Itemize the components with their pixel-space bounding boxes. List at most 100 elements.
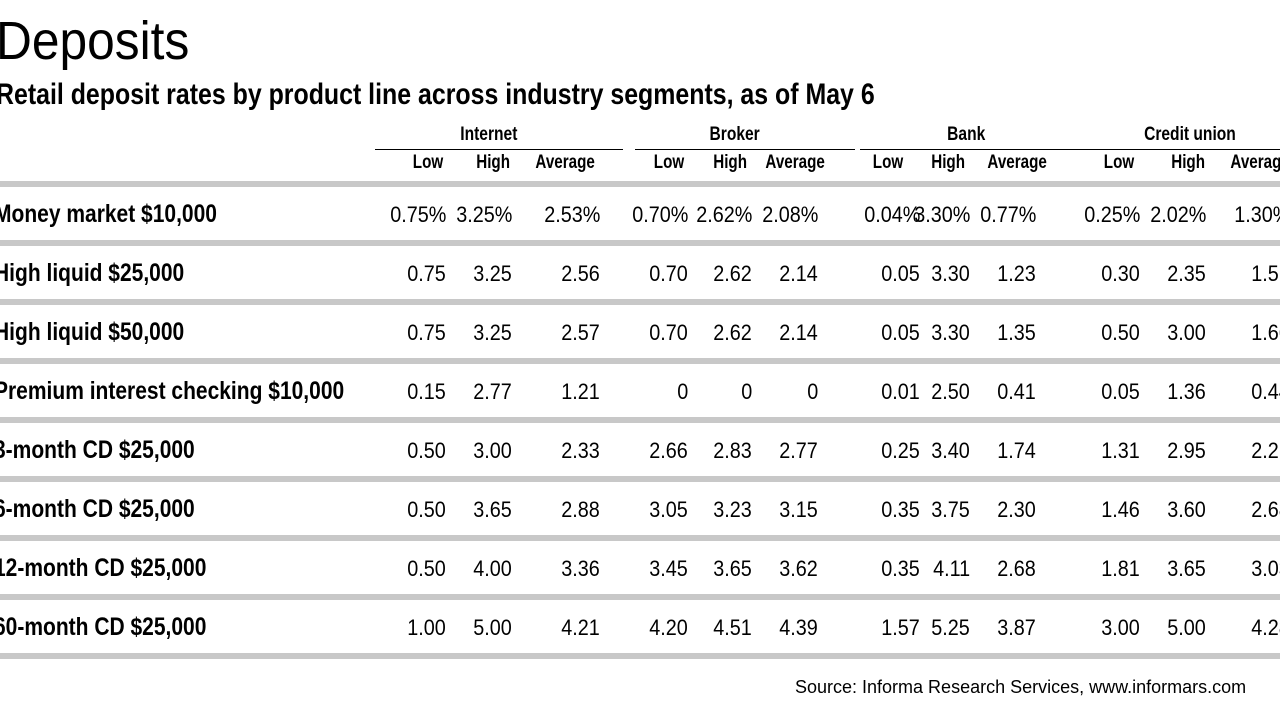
cell-value: 0.05 [1101, 379, 1140, 404]
cell-value: 0.75% [389, 202, 446, 227]
page-subtitle: Retail deposit rates by product line acr… [0, 78, 875, 111]
cell-value: 2.14 [779, 261, 818, 286]
cell-value: 3.62 [779, 556, 818, 581]
table-cell: 0.30 [1050, 261, 1140, 287]
cell-value: 0 [676, 379, 688, 404]
table-cell: 0.75% [356, 202, 446, 228]
cell-value: 0.41 [997, 379, 1036, 404]
cell-value: 3.15 [779, 497, 818, 522]
table-cell: 2.33 [510, 438, 600, 464]
cell-value: 3.30% [913, 202, 970, 227]
table-cell: 3.15 [728, 497, 818, 523]
cell-value: 0.70 [649, 261, 688, 286]
table-cell: 4.11 [880, 556, 970, 582]
table-cell: 5.00 [1116, 615, 1206, 641]
table-cell: 0.01 [830, 379, 920, 405]
table-cell: 1.46 [1050, 497, 1140, 523]
cell-value: 5.25 [931, 615, 970, 640]
cell-value: 0.25 [881, 438, 920, 463]
table-cell: 0.41 [946, 379, 1036, 405]
table-cell: 3.03 [1200, 556, 1280, 582]
cell-value: 1.46 [1101, 497, 1140, 522]
column-header-average: Average [525, 152, 605, 174]
table-cell: 0.05 [830, 261, 920, 287]
cell-value: 3.00 [1101, 615, 1140, 640]
table-cell: 0.50 [356, 556, 446, 582]
column-header-label: High [1171, 152, 1205, 173]
column-header-low: Low [388, 152, 468, 174]
column-header-label: Low [412, 152, 444, 173]
table-cell: 2.62 [662, 261, 752, 287]
cell-value: 0.77% [979, 202, 1036, 227]
table-cell: 1.74 [946, 438, 1036, 464]
table-cell: 2.08% [728, 202, 818, 228]
table-cell: 5.25 [880, 615, 970, 641]
row-label: Premium interest checking $10,000 [0, 377, 345, 405]
cell-value: 3.36 [561, 556, 600, 581]
cell-value: 1.74 [997, 438, 1036, 463]
table-cell: 2.14 [728, 320, 818, 346]
cell-value: 3.60 [1167, 497, 1206, 522]
table-cell: 2.83 [662, 438, 752, 464]
table-cell: 2.21 [1200, 438, 1280, 464]
table-cell: 0.35 [830, 556, 920, 582]
table-cell: 1.66 [1200, 320, 1280, 346]
table-cell: 0.50 [356, 497, 446, 523]
table-cell: 2.30 [946, 497, 1036, 523]
cell-value: 2.77 [473, 379, 512, 404]
table-cell: 3.65 [1116, 556, 1206, 582]
table-cell: 3.65 [422, 497, 512, 523]
cell-value: 3.25 [473, 261, 512, 286]
table-cell: 2.35 [1116, 261, 1206, 287]
column-header-label: High [476, 152, 510, 173]
column-header-high: High [908, 152, 988, 174]
table-cell: 2.68 [1200, 497, 1280, 523]
table-cell: 3.30 [880, 320, 970, 346]
column-header-low: Low [848, 152, 928, 174]
group-header-label: Credit union [1144, 124, 1236, 145]
row-divider [0, 181, 1280, 187]
row-divider [0, 535, 1280, 541]
table-cell: 2.53% [510, 202, 600, 228]
cell-value: 0.50 [1101, 320, 1140, 345]
cell-value: 3.65 [1167, 556, 1206, 581]
cell-value: 2.08% [761, 202, 818, 227]
cell-value: 1.81 [1101, 556, 1140, 581]
column-header-low: Low [629, 152, 709, 174]
cell-value: 2.35 [1167, 261, 1206, 286]
cell-value: 3.23 [713, 497, 752, 522]
column-header-low: Low [1079, 152, 1159, 174]
cell-value: 3.45 [649, 556, 688, 581]
cell-value: 0.04% [863, 202, 920, 227]
table-cell: 0.05 [1050, 379, 1140, 405]
table-cell: 3.45 [598, 556, 688, 582]
group-header-credit-union: Credit union [1090, 124, 1280, 146]
cell-value: 1.31 [1101, 438, 1140, 463]
cell-value: 0.50 [407, 556, 446, 581]
table-cell: 4.51 [662, 615, 752, 641]
cell-value: 3.40 [931, 438, 970, 463]
cell-value: 0.44 [1251, 379, 1280, 404]
row-label: 12-month CD $25,000 [0, 554, 207, 582]
column-header-label: Average [1230, 152, 1280, 173]
row-divider [0, 476, 1280, 482]
table-cell: 3.30 [880, 261, 970, 287]
group-header-label: Internet [460, 124, 518, 145]
group-header-label: Bank [946, 124, 986, 145]
column-header-label: High [931, 152, 965, 173]
cell-value: 2.95 [1167, 438, 1206, 463]
cell-value: 0.70 [649, 320, 688, 345]
cell-value: 1.21 [561, 379, 600, 404]
cell-value: 2.62 [713, 320, 752, 345]
table-cell: 3.40 [880, 438, 970, 464]
table-cell: 0.77% [946, 202, 1036, 228]
table-cell: 4.28 [1200, 615, 1280, 641]
cell-value: 2.33 [561, 438, 600, 463]
cell-value: 4.51 [713, 615, 752, 640]
row-divider [0, 358, 1280, 364]
table-cell: 0.15 [356, 379, 446, 405]
column-header-average: Average [977, 152, 1057, 174]
table-cell: 4.21 [510, 615, 600, 641]
row-label: 6-month CD $25,000 [0, 495, 195, 523]
table-cell: 0.70% [598, 202, 688, 228]
